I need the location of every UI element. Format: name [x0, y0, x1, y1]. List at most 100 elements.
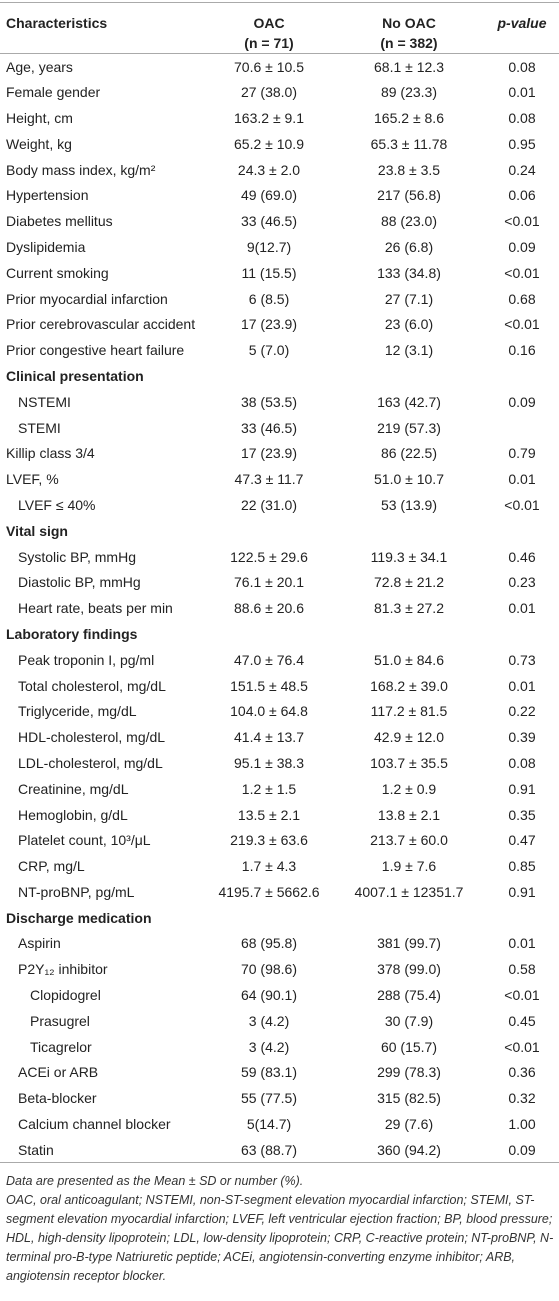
row-label: Prior congestive heart failure — [6, 342, 185, 359]
cell: 1.00 — [508, 1116, 536, 1133]
cell: <0.01 — [504, 213, 540, 230]
table-row: Killip class 3/4 17 (23.9) 86 (22.5) 0.79 — [0, 440, 559, 466]
cell: 163.2 ± 9.1 — [234, 109, 304, 126]
cell: <0.01 — [504, 316, 540, 333]
cell: 163 (42.7) — [377, 393, 441, 410]
row-label: Platelet count, 10³/μL — [18, 832, 151, 849]
header-cell: Characteristics — [0, 2, 205, 54]
cell: 51.0 ± 84.6 — [374, 651, 444, 668]
table: Characteristics OAC (n = 71) No OAC (n = 3… — [0, 2, 559, 1164]
cell: 68.1 ± 12.3 — [374, 58, 444, 75]
cell: 0.06 — [508, 187, 536, 204]
table-row: Beta-blocker 55 (77.5) 315 (82.5) 0.32 — [0, 1085, 559, 1111]
cell: 65.2 ± 10.9 — [234, 135, 304, 152]
row-label: Laboratory findings — [6, 625, 138, 642]
cell: 0.08 — [508, 109, 536, 126]
row-label: NSTEMI — [18, 393, 71, 410]
table-row: Dyslipidemia 9(12.7) 26 (6.8) 0.09 — [0, 234, 559, 260]
cell: <0.01 — [504, 1038, 540, 1055]
table-row: LDL-cholesterol, mg/dL 95.1 ± 38.3 103.7 ±… — [0, 750, 559, 776]
row-label: Diastolic BP, mmHg — [18, 574, 141, 591]
table-body: Age, years 70.6 ± 10.5 68.1 ± 12.3 0.08 Fema… — [0, 54, 559, 1164]
cell: 103.7 ± 35.5 — [370, 754, 448, 771]
row-label: Aspirin — [18, 935, 61, 952]
cell: 13.5 ± 2.1 — [237, 806, 301, 823]
header-cell: p-value — [485, 2, 559, 54]
cell: 59 (83.1) — [240, 1064, 298, 1081]
cell: 27 (7.1) — [384, 290, 434, 307]
row-label: Discharge medication — [6, 909, 152, 926]
row-label: Total cholesterol, mg/dL — [18, 677, 166, 694]
cell — [333, 363, 485, 389]
cell: 0.32 — [508, 1090, 536, 1107]
cell: 0.68 — [508, 290, 536, 307]
row-label: Killip class 3/4 — [6, 445, 95, 462]
table-row: Diabetes mellitus 33 (46.5) 88 (23.0) <0.01 — [0, 208, 559, 234]
cell: 65.3 ± 11.78 — [370, 135, 448, 152]
cell: 72.8 ± 21.2 — [374, 574, 444, 591]
table-row: Prior myocardial infarction 6 (8.5) 27 (7.… — [0, 286, 559, 312]
cell: 0.09 — [508, 393, 536, 410]
cell: 1.9 ± 7.6 — [381, 858, 437, 875]
cell: 26 (6.8) — [384, 238, 434, 255]
table-row: Hemoglobin, g/dL 13.5 ± 2.1 13.8 ± 2.1 0.35 — [0, 802, 559, 828]
cell: 0.01 — [508, 84, 536, 101]
cell: 360 (94.2) — [333, 1136, 485, 1164]
cell — [205, 905, 333, 931]
cell: 378 (99.0) — [377, 961, 441, 978]
row-label: Prior cerebrovascular accident — [6, 316, 196, 333]
header-text: (n = 71) — [244, 35, 294, 51]
cell: 213.7 ± 60.0 — [370, 832, 448, 849]
cell — [485, 518, 559, 544]
row-label: P2Y₁₂ inhibitor — [18, 961, 108, 978]
cell: 0.01 — [508, 677, 536, 694]
table-row: NSTEMI 38 (53.5) 163 (42.7) 0.09 — [0, 389, 559, 415]
cell: 0.95 — [508, 135, 536, 152]
cell: 0.16 — [508, 342, 536, 359]
cell: 89 (23.3) — [380, 84, 438, 101]
table-row: Body mass index, kg/m² 24.3 ± 2.0 23.8 ± 3… — [0, 157, 559, 183]
cell: 47.0 ± 76.4 — [234, 651, 304, 668]
cell: 217 (56.8) — [377, 187, 441, 204]
table-row: Prior cerebrovascular accident 17 (23.9) 2… — [0, 311, 559, 337]
row-label: Beta-blocker — [18, 1090, 97, 1107]
row-label: Height, cm — [6, 109, 73, 126]
header-cell: OAC (n = 71) — [205, 2, 333, 54]
cell: 63 (88.7) — [205, 1136, 333, 1164]
row-label: Vital sign — [6, 522, 68, 539]
cell: 3 (4.2) — [248, 1012, 290, 1029]
cell: 3 (4.2) — [248, 1038, 290, 1055]
header-text: (n = 382) — [380, 35, 438, 51]
table-row: Ticagrelor 3 (4.2) 60 (15.7) <0.01 — [0, 1034, 559, 1060]
row-label: NT-proBNP, pg/mL — [18, 883, 135, 900]
table-row: CRP, mg/L 1.7 ± 4.3 1.9 ± 7.6 0.85 — [0, 853, 559, 879]
cell: 88.6 ± 20.6 — [234, 600, 304, 617]
table-row: Prasugrel 3 (4.2) 30 (7.9) 0.45 — [0, 1008, 559, 1034]
cell: 13.8 ± 2.1 — [377, 806, 441, 823]
cell: 47.3 ± 11.7 — [234, 471, 304, 488]
header-cell: No OAC (n = 382) — [333, 2, 485, 54]
row-label: Diabetes mellitus — [6, 213, 113, 230]
row-label: Creatinine, mg/dL — [18, 780, 129, 797]
cell: 17 (23.9) — [240, 445, 298, 462]
cell: 219 (57.3) — [377, 419, 441, 436]
row-label: LVEF ≤ 40% — [18, 496, 96, 513]
table-row: Calcium channel blocker 5(14.7) 29 (7.6) 1.… — [0, 1111, 559, 1137]
row-label: Hypertension — [6, 187, 89, 204]
cell: 104.0 ± 64.8 — [230, 703, 308, 720]
cell: 165.2 ± 8.6 — [374, 109, 444, 126]
table-row: Female gender 27 (38.0) 89 (23.3) 0.01 — [0, 79, 559, 105]
row-label: LDL-cholesterol, mg/dL — [18, 754, 163, 771]
cell: 0.36 — [508, 1064, 536, 1081]
table-row: Weight, kg 65.2 ± 10.9 65.3 ± 11.78 0.95 — [0, 131, 559, 157]
row-label: Heart rate, beats per min — [18, 600, 173, 617]
cell: 0.91 — [508, 780, 536, 797]
table-row: LVEF, % 47.3 ± 11.7 51.0 ± 10.7 0.01 — [0, 466, 559, 492]
row-label: Ticagrelor — [30, 1038, 92, 1055]
row-label: Hemoglobin, g/dL — [18, 806, 128, 823]
table-row: Current smoking 11 (15.5) 133 (34.8) <0.01 — [0, 260, 559, 286]
cell: 64 (90.1) — [240, 987, 298, 1004]
cell: 5(14.7) — [246, 1116, 292, 1133]
cell: 0.58 — [508, 961, 536, 978]
